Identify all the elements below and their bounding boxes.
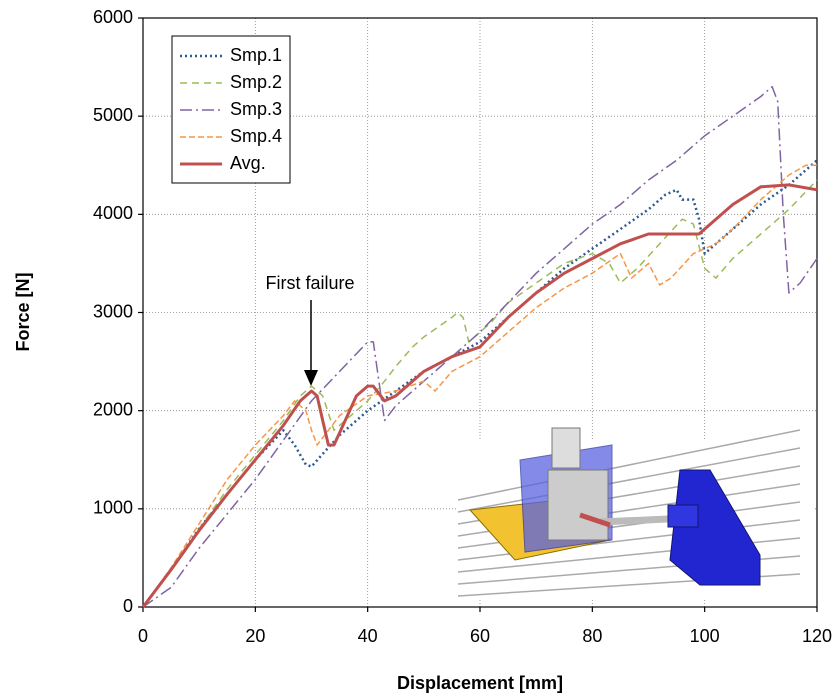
x-tick-label: 40 — [358, 626, 378, 646]
legend-label: Smp.3 — [230, 99, 282, 119]
actuator-head — [667, 504, 699, 528]
rail — [457, 429, 801, 501]
legend-label: Avg. — [230, 153, 266, 173]
y-tick-label: 3000 — [93, 301, 133, 321]
fixture-plate — [547, 469, 609, 541]
y-axis-label: Force [N] — [13, 272, 33, 351]
fixture — [551, 427, 581, 469]
series-line — [142, 179, 818, 608]
y-tick-label: 6000 — [93, 7, 133, 27]
y-tick-label: 0 — [123, 596, 133, 616]
y-tick-label: 4000 — [93, 203, 133, 223]
annotation: First failure — [265, 273, 354, 293]
y-tick-label: 2000 — [93, 399, 133, 419]
x-axis-label: Displacement [mm] — [397, 673, 563, 693]
inset-illustration — [456, 427, 814, 600]
rod-tip — [579, 512, 611, 528]
series-line — [141, 183, 818, 608]
x-tick-label: 20 — [245, 626, 265, 646]
x-tick-label: 80 — [582, 626, 602, 646]
legend-label: Smp.4 — [230, 126, 282, 146]
x-tick-label: 120 — [802, 626, 832, 646]
x-tick-label: 100 — [690, 626, 720, 646]
x-tick-label: 60 — [470, 626, 490, 646]
series-line — [142, 85, 818, 608]
y-tick-label: 5000 — [93, 105, 133, 125]
x-tick-label: 0 — [138, 626, 148, 646]
actuator — [669, 469, 761, 586]
legend-label: Smp.2 — [230, 72, 282, 92]
y-tick-label: 1000 — [93, 498, 133, 518]
series-line — [142, 164, 817, 608]
annotation-arrowhead — [304, 370, 318, 386]
plot-frame — [142, 17, 818, 608]
rail — [457, 447, 801, 513]
legend-label: Smp.1 — [230, 45, 282, 65]
